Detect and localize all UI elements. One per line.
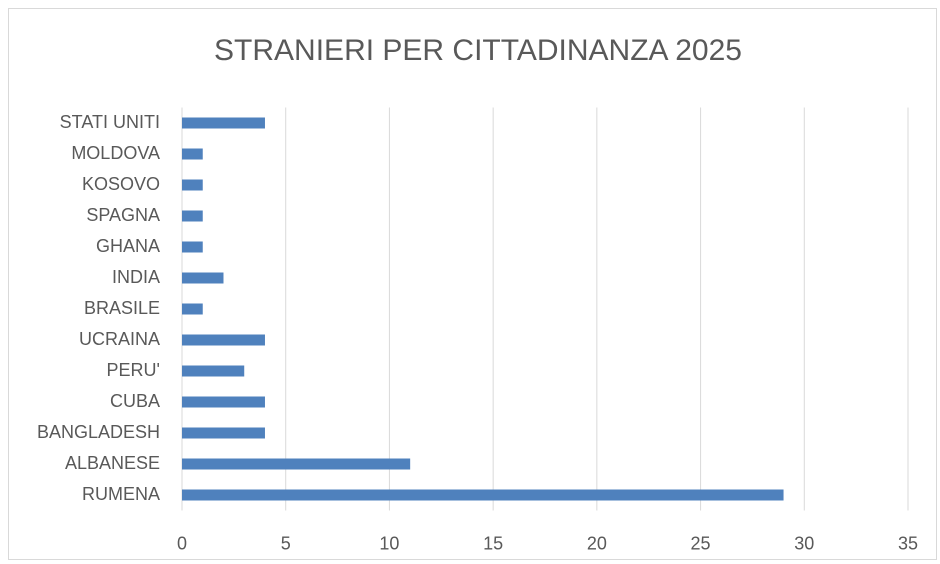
bar bbox=[182, 179, 203, 191]
y-tick-label: BRASILE bbox=[84, 298, 160, 318]
bar bbox=[182, 272, 224, 284]
x-tick-label: 20 bbox=[587, 533, 607, 553]
bar bbox=[182, 489, 784, 501]
y-tick-label: SPAGNA bbox=[86, 205, 160, 225]
bar bbox=[182, 303, 203, 315]
x-tick-label: 5 bbox=[281, 533, 291, 553]
y-tick-label: ALBANESE bbox=[65, 453, 160, 473]
bar bbox=[182, 396, 265, 408]
bar bbox=[182, 117, 265, 129]
bar bbox=[182, 427, 265, 439]
y-tick-label: CUBA bbox=[110, 391, 160, 411]
x-tick-label: 35 bbox=[898, 533, 918, 553]
chart-border bbox=[8, 8, 937, 560]
bar bbox=[182, 241, 203, 253]
bar bbox=[182, 148, 203, 160]
x-tick-label: 30 bbox=[794, 533, 814, 553]
y-tick-label: RUMENA bbox=[82, 484, 160, 504]
y-tick-label: STATI UNITI bbox=[60, 112, 160, 132]
y-tick-label: INDIA bbox=[112, 267, 160, 287]
x-tick-label: 15 bbox=[483, 533, 503, 553]
bar bbox=[182, 458, 411, 470]
y-tick-label: GHANA bbox=[96, 236, 160, 256]
y-tick-label: KOSOVO bbox=[82, 174, 160, 194]
bar bbox=[182, 334, 265, 346]
y-tick-label: MOLDOVA bbox=[71, 143, 160, 163]
y-tick-label: BANGLADESH bbox=[37, 422, 160, 442]
bar bbox=[182, 210, 203, 222]
x-tick-label: 25 bbox=[691, 533, 711, 553]
bar bbox=[182, 365, 245, 377]
x-tick-label: 0 bbox=[177, 533, 187, 553]
x-tick-label: 10 bbox=[379, 533, 399, 553]
chart-title: STRANIERI PER CITTADINANZA 2025 bbox=[214, 34, 742, 67]
y-tick-label: UCRAINA bbox=[79, 329, 160, 349]
y-tick-label: PERU' bbox=[107, 360, 160, 380]
